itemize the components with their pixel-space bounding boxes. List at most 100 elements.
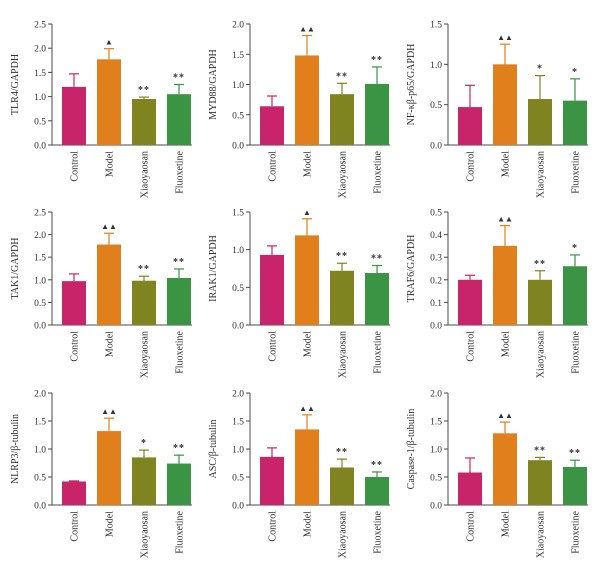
y-tick-label: 0.2 [430, 276, 442, 286]
significance-marker: ** [173, 73, 185, 84]
bar-control [62, 481, 86, 505]
category-label: Fluoxetine [175, 510, 186, 553]
category-label: Xiaoyaosan [536, 511, 547, 558]
y-tick-label: 1.0 [34, 446, 46, 456]
category-label: Xiaoyaosan [140, 151, 151, 198]
y-tick-label: 2.5 [34, 209, 46, 219]
category-label: Control [466, 331, 477, 362]
y-tick-label: 1.5 [34, 418, 46, 428]
significance-marker: ▲ [105, 38, 113, 47]
chart-panel: Caspase-1/β-tubulin 0.0 0.5 1.0 1.5 2.0 Contro… [406, 390, 588, 558]
bar-fluoxetine [167, 277, 191, 325]
chart-panel: NF-κβ-p65/GAPDH 0.0 0.5 1.0 1.5 Control ▲▲ Mode… [406, 21, 588, 198]
significance-marker: ** [371, 253, 383, 264]
bar-control [260, 456, 284, 505]
y-tick-label: 0.0 [430, 142, 442, 152]
category-label: Xiaoyaosan [536, 331, 547, 378]
bar-control [260, 254, 284, 325]
category-label: Fluoxetine [571, 330, 582, 373]
bar-xiaoyaosan [330, 270, 354, 325]
bar-xiaoyaosan [528, 99, 552, 145]
significance-marker: ▲▲ [299, 404, 315, 413]
category-label: Fluoxetine [175, 330, 186, 373]
category-label: Control [466, 511, 477, 542]
category-label: Fluoxetine [373, 330, 384, 373]
category-label: Control [268, 151, 279, 182]
category-label: Model [303, 331, 314, 357]
significance-marker: ** [336, 71, 348, 82]
bar-fluoxetine [563, 100, 587, 145]
bar-control [458, 107, 482, 145]
y-tick-label: 1.5 [232, 51, 244, 61]
y-tick-label: 0.0 [430, 322, 442, 332]
bar-fluoxetine [167, 94, 191, 145]
bar-model [493, 433, 517, 505]
category-label: Model [303, 511, 314, 537]
y-tick-label: 2.0 [34, 390, 46, 400]
chart-panel: IRAK1/GAPDH 0.0 0.5 1.0 1.5 Control ▲ Model ** Xi… [208, 208, 390, 378]
y-tick-label: 1.5 [232, 209, 244, 219]
bar-model [97, 244, 121, 325]
significance-marker: ▲▲ [101, 407, 117, 416]
bar-model [493, 64, 517, 145]
significance-marker: ** [371, 460, 383, 471]
bar-control [62, 86, 86, 145]
y-tick-label: 0.5 [430, 209, 442, 219]
category-label: Model [105, 331, 116, 357]
y-tick-label: 0.5 [34, 117, 46, 127]
y-tick-label: 2.0 [34, 231, 46, 241]
significance-marker: ** [138, 85, 150, 96]
bar-model [97, 59, 121, 145]
bar-xiaoyaosan [330, 94, 354, 145]
category-label: Fluoxetine [571, 510, 582, 553]
category-label: Control [268, 331, 279, 362]
significance-marker: * [141, 438, 147, 449]
category-label: Control [70, 331, 81, 362]
bar-control [260, 106, 284, 145]
y-tick-label: 1.0 [232, 446, 244, 456]
bar-model [493, 245, 517, 325]
category-label: Control [70, 151, 81, 182]
bar-xiaoyaosan [132, 99, 156, 145]
category-label: Model [501, 511, 512, 537]
significance-marker: ** [569, 448, 581, 459]
category-label: Fluoxetine [571, 150, 582, 193]
y-tick-label: 2.0 [232, 21, 244, 31]
y-tick-label: 0.4 [430, 231, 442, 241]
significance-marker: ** [173, 257, 185, 268]
y-axis-label: TLR4/GAPDH [10, 54, 21, 115]
y-tick-label: 1.5 [34, 254, 46, 264]
y-tick-label: 1.0 [430, 446, 442, 456]
significance-marker: * [572, 243, 578, 254]
category-label: Fluoxetine [373, 150, 384, 193]
category-label: Model [105, 151, 116, 177]
y-tick-label: 0.5 [232, 284, 244, 294]
y-axis-label: IRAK1/GAPDH [208, 235, 219, 302]
bar-fluoxetine [563, 266, 587, 325]
category-label: Fluoxetine [175, 150, 186, 193]
y-tick-label: 1.0 [232, 246, 244, 256]
y-tick-label: 0.5 [232, 111, 244, 121]
category-label: Xiaoyaosan [338, 511, 349, 558]
y-axis-label: TRAF6/GAPDH [406, 235, 417, 303]
bar-control [458, 279, 482, 325]
bar-xiaoyaosan [528, 279, 552, 325]
y-tick-label: 0.0 [232, 502, 244, 512]
y-tick-label: 0.0 [34, 322, 46, 332]
significance-marker: * [572, 67, 578, 78]
y-tick-label: 0.5 [430, 474, 442, 484]
category-label: Xiaoyaosan [338, 331, 349, 378]
category-label: Model [303, 151, 314, 177]
y-tick-label: 0.0 [232, 142, 244, 152]
bar-fluoxetine [167, 463, 191, 505]
significance-marker: ** [534, 445, 546, 456]
bar-fluoxetine [365, 477, 389, 505]
bar-control [458, 472, 482, 505]
y-tick-label: 0.1 [430, 299, 442, 309]
y-tick-label: 0.0 [34, 502, 46, 512]
chart-panel: TLR4/GAPDH 0.0 0.5 1.0 1.5 2.0 2.5 Control ▲ Mode… [10, 21, 192, 198]
bar-fluoxetine [563, 466, 587, 505]
y-tick-label: 0.0 [232, 322, 244, 332]
y-axis-label: NF-κβ-p65/GAPDH [406, 44, 417, 126]
